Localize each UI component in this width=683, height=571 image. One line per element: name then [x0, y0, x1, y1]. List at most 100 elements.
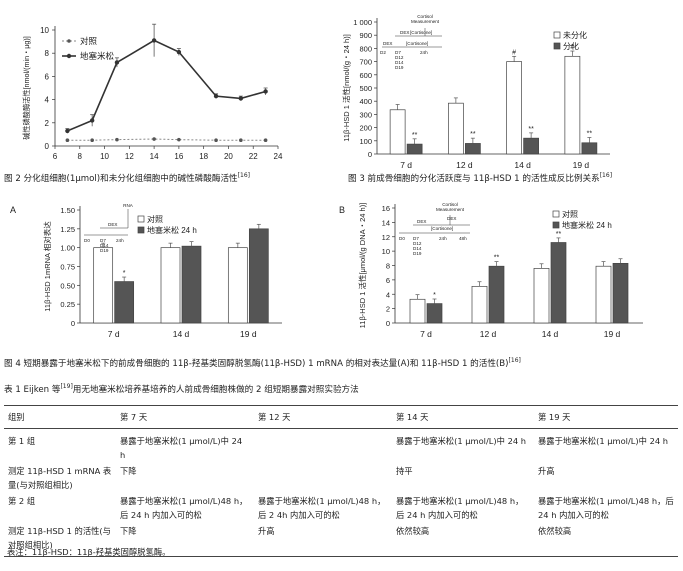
legend-label: 分化 [563, 41, 579, 51]
fig4-caption-ref: [16] [508, 357, 521, 365]
inset-label: DEX [383, 41, 392, 46]
inset-label: 48h [459, 236, 467, 241]
inset-label: Measurement [436, 207, 465, 212]
legend-label: 对照 [562, 209, 578, 219]
table-cell: 第 1 组 [8, 436, 36, 446]
data-point-control [177, 137, 181, 142]
legend-swatch-white [137, 215, 145, 223]
data-point-dex [213, 93, 219, 99]
bar [506, 61, 522, 155]
bar [523, 137, 539, 155]
y-tick-label: 8 [45, 49, 50, 58]
table-cell: 依然较高 [534, 523, 678, 557]
x-tick-label: 7 d [108, 329, 120, 339]
bar [160, 247, 181, 324]
y-tick-label: 4 [45, 96, 50, 105]
x-tick-label: 16 [174, 152, 183, 161]
y-tick-label: 500 [359, 84, 372, 93]
inset-label: Measurement [411, 19, 440, 24]
significance-mark: * [433, 292, 436, 299]
data-point-dex [176, 49, 182, 55]
y-axis-label: 11β-HSD 1 活性[μmol/(g DNA・24 h)] [357, 203, 367, 329]
y-tick-label: 700 [359, 58, 372, 67]
data-point-control [115, 137, 119, 142]
significance-mark: * [123, 270, 126, 277]
legend-marker-dex [66, 53, 72, 59]
bar [533, 268, 550, 324]
y-tick-label: 400 [359, 97, 372, 106]
data-point-dex [151, 38, 157, 43]
data-point-control [152, 137, 156, 141]
legend-marker-control [67, 39, 71, 43]
x-tick-label: 14 d [514, 160, 531, 170]
y-tick-label: 1.50 [60, 206, 75, 215]
bar [248, 228, 269, 324]
fig4-caption-text: 图 4 短期暴露于地塞米松下的前成骨细胞的 11β-羟基类固醇脱氢酶(11β-H… [4, 359, 509, 369]
table-cell: 测定 11β-HSD 1 的活性(与对照组相比) [4, 523, 116, 557]
x-tick-label: 19 d [573, 160, 590, 170]
y-tick-label: 10 [382, 247, 390, 256]
inset-label: DEX [417, 219, 426, 224]
significance-mark: ** [556, 231, 562, 238]
legend-label: 对照 [147, 214, 163, 224]
table-cell: 暴露于地塞米松(1 μmol/L)48 h，后 24 h 内加入可的松 [396, 496, 524, 520]
fig3-caption: 图 3 前成骨细胞的分化活跃度与 11β-HSD 1 的活性成反比例关系[16] [348, 172, 612, 184]
table-cell [254, 463, 392, 493]
table1-caption-ref: [19] [60, 383, 73, 391]
data-point-dex [114, 60, 120, 65]
fig2-caption-ref: [16] [237, 172, 250, 180]
inset-label: D7 [100, 238, 106, 243]
table-cell: 暴露于地塞米松(1 μmol/L)48 h，后 2 4h 内加入可的松 [258, 496, 386, 520]
inset-label: DEX [447, 216, 456, 221]
table-cell: 下降 [116, 523, 254, 557]
table-row: 第 2 组 暴露于地塞米松(1 μmol/L)48 h，后 24 h 内加入可的… [4, 493, 678, 523]
y-tick-label: 300 [359, 110, 372, 119]
table-row: 测定 11β-HSD 1 的活性(与对照组相比) 下降 升高 依然较高 依然较高 [4, 523, 678, 557]
y-tick-label: 2 [386, 305, 390, 314]
inset-label: D19 [100, 248, 109, 253]
bar [93, 247, 114, 324]
table-cell: 持平 [396, 466, 413, 476]
y-tick-label: 2 [45, 119, 50, 128]
data-point-control [65, 138, 70, 142]
table-row: 第 1 组 暴露于地塞米松(1 μmol/L)中 24 h 暴露于地塞米松(1 … [4, 429, 678, 464]
x-tick-label: 12 d [456, 160, 473, 170]
bar [426, 303, 443, 324]
y-tick-label: 6 [386, 276, 390, 285]
inset-label: D0 [84, 238, 90, 243]
y-axis-label: 11β-HSD 1 活性[nmol/(g・24 h)] [341, 34, 351, 142]
table-header-cell: 组别 [4, 405, 116, 429]
y-tick-label: 0 [45, 142, 50, 151]
table-header-row: 组别 第 7 天 第 12 天 第 14 天 第 19 天 [4, 405, 678, 429]
fig2-caption: 图 2 分化组细胞(1μmol)和未分化组细胞中的碱性磷酸酶活性[16] [4, 172, 250, 184]
table-cell: 暴露于地塞米松(1 μmol/L)中 24 h [538, 436, 669, 446]
legend-swatch-white [553, 31, 561, 39]
significance-mark: ** [494, 255, 500, 262]
significance-mark: # [512, 49, 516, 56]
x-tick-label: 24 [274, 152, 283, 161]
legend-label: 地塞米松 24 h [147, 225, 197, 235]
table-cell: 第 2 组 [8, 496, 36, 506]
legend-swatch-dark [137, 226, 145, 234]
x-tick-label: 14 d [542, 329, 559, 339]
bar [612, 262, 629, 324]
inset-label: D19 [413, 251, 422, 256]
inset-label: D14 [413, 246, 422, 251]
table-cell: 下降 [120, 466, 137, 476]
x-tick-label: 18 [199, 152, 208, 161]
y-tick-label: 12 [382, 233, 390, 242]
panel-letter: B [339, 205, 345, 215]
x-tick-label: 14 [150, 152, 159, 161]
x-tick-label: 19 d [604, 329, 621, 339]
significance-mark: ** [412, 132, 418, 139]
y-tick-label: 10 [40, 26, 49, 35]
table-header-cell: 第 14 天 [392, 405, 534, 429]
inset-label: RNA [123, 203, 134, 208]
legend-label-dex: 地塞米松 [80, 51, 115, 61]
inset-label: Cortisol [417, 14, 433, 19]
inset-label: DEX [400, 30, 409, 35]
x-tick-label: 12 [125, 152, 134, 161]
bar [406, 143, 423, 155]
x-tick-label: 12 d [480, 329, 497, 339]
x-tick-label: 7 d [420, 329, 432, 339]
